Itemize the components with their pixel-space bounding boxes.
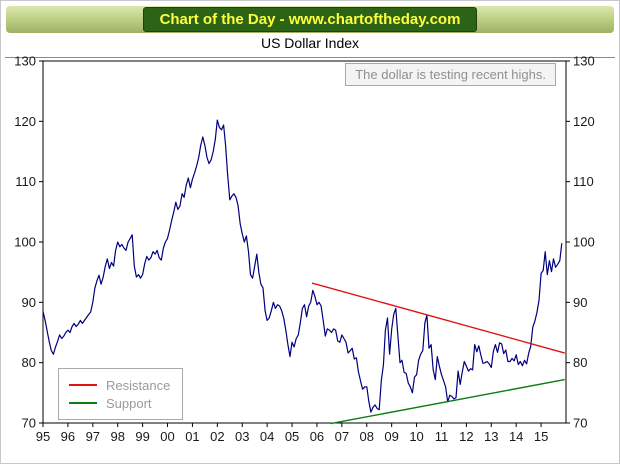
- resistance-line-swatch: [69, 384, 97, 386]
- svg-text:99: 99: [135, 429, 149, 444]
- svg-text:80: 80: [22, 355, 36, 370]
- svg-text:08: 08: [360, 429, 374, 444]
- svg-text:01: 01: [185, 429, 199, 444]
- support-line-swatch: [69, 402, 97, 404]
- svg-text:70: 70: [573, 416, 587, 431]
- svg-text:95: 95: [36, 429, 50, 444]
- title-divider: [5, 57, 615, 58]
- svg-text:12: 12: [459, 429, 473, 444]
- svg-text:14: 14: [509, 429, 523, 444]
- svg-text:96: 96: [61, 429, 75, 444]
- svg-text:130: 130: [14, 54, 36, 69]
- legend-item-support: Support: [69, 394, 170, 412]
- chart-title: US Dollar Index: [260, 35, 360, 51]
- svg-text:03: 03: [235, 429, 249, 444]
- svg-text:97: 97: [86, 429, 100, 444]
- legend: Resistance Support: [58, 368, 184, 420]
- svg-text:98: 98: [110, 429, 124, 444]
- svg-text:110: 110: [573, 174, 594, 189]
- legend-item-resistance: Resistance: [69, 376, 170, 394]
- svg-text:120: 120: [14, 114, 36, 129]
- svg-text:02: 02: [210, 429, 224, 444]
- svg-text:11: 11: [435, 429, 449, 444]
- svg-text:90: 90: [22, 295, 36, 310]
- svg-text:00: 00: [160, 429, 174, 444]
- svg-text:80: 80: [573, 355, 587, 370]
- svg-text:90: 90: [573, 295, 587, 310]
- legend-label-resistance: Resistance: [106, 377, 171, 393]
- annotation-box: The dollar is testing recent highs.: [345, 63, 556, 86]
- svg-text:130: 130: [573, 54, 595, 69]
- svg-text:07: 07: [335, 429, 349, 444]
- banner: Chart of the Day - www.chartoftheday.com: [6, 6, 614, 33]
- svg-text:100: 100: [573, 235, 595, 250]
- svg-text:110: 110: [15, 174, 36, 189]
- svg-text:70: 70: [22, 416, 36, 431]
- svg-text:06: 06: [310, 429, 324, 444]
- banner-title: Chart of the Day - www.chartoftheday.com: [142, 7, 478, 32]
- svg-text:05: 05: [285, 429, 299, 444]
- svg-text:10: 10: [409, 429, 423, 444]
- svg-text:100: 100: [14, 235, 36, 250]
- svg-text:15: 15: [534, 429, 548, 444]
- svg-text:04: 04: [260, 429, 274, 444]
- svg-text:13: 13: [484, 429, 498, 444]
- svg-text:09: 09: [384, 429, 398, 444]
- svg-text:120: 120: [573, 114, 595, 129]
- legend-label-support: Support: [106, 395, 152, 411]
